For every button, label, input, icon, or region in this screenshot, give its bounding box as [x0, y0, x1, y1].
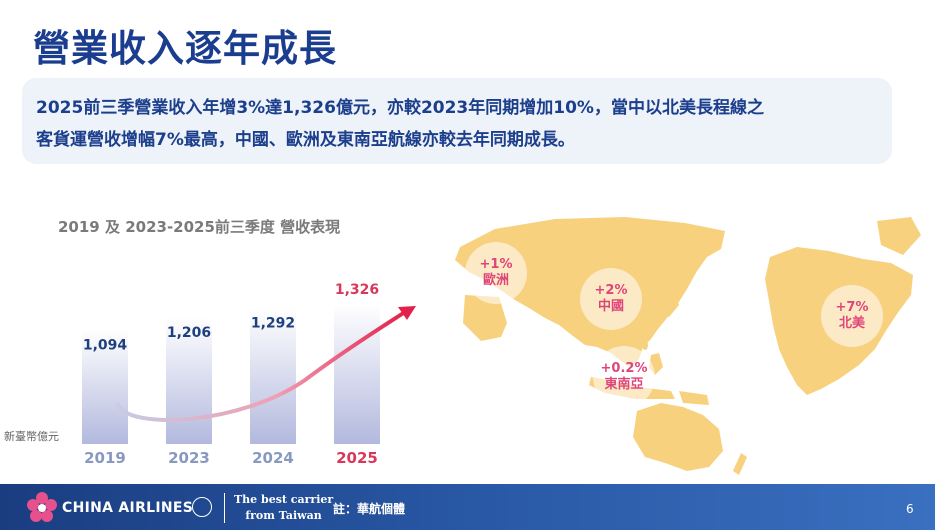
bar-2019 [82, 329, 128, 444]
region-na-name: 北美 [838, 316, 865, 331]
africa-landmass [463, 295, 507, 341]
region-sea-badge: +0.2% 東南亞 [593, 346, 655, 408]
region-europe-growth: +1% [479, 257, 513, 272]
summary-line-2: 客貨運營收增幅7%最高，中國、歐洲及東南亞航線亦較去年同期成長。 [36, 130, 575, 150]
region-china-name: 中國 [597, 299, 624, 314]
tagline-line-1: The best carrier [234, 493, 334, 506]
new-zealand-landmass [733, 453, 747, 475]
x-tick-label-2019: 2019 [84, 449, 126, 467]
x-tick-label-2025: 2025 [336, 449, 378, 467]
brand-name: CHINA AIRLINES [62, 500, 194, 516]
bar-value-label-2025: 1,326 [335, 282, 379, 298]
region-north-america-badge: +7% 北美 [821, 285, 883, 347]
region-sea-name: 東南亞 [604, 377, 644, 392]
greenland-landmass [877, 217, 921, 255]
bar-2025 [334, 304, 380, 444]
bar-value-label-2019: 1,094 [83, 338, 128, 354]
footer-divider [224, 493, 225, 523]
taiwan-landmass [642, 340, 648, 350]
growth-arrow-icon [116, 310, 407, 422]
new-guinea-landmass [679, 391, 709, 405]
region-china-growth: +2% [594, 283, 628, 298]
bar-2024 [250, 307, 296, 444]
bar-value-label-2023: 1,206 [167, 325, 211, 341]
summary-box: 2025前三季營業收入年增3%達1,326億元，亦較2023年同期增加10%，當… [22, 78, 892, 164]
japan-landmass [661, 293, 679, 317]
alliance-seal-icon [192, 497, 212, 517]
footer-bar: CHINA AIRLINES The best carrier from Tai… [0, 484, 935, 530]
x-tick-label-2023: 2023 [168, 449, 210, 467]
region-europe-badge: +1% 歐洲 [465, 242, 527, 304]
arrow-head-icon [398, 306, 416, 320]
plum-blossom-logo-icon [27, 492, 57, 522]
chart-title: 2019 及 2023-2025前三季度 營收表現 [58, 218, 341, 236]
bar-value-label-2024: 1,292 [251, 316, 295, 332]
summary-line-1: 2025前三季營業收入年增3%達1,326億元，亦較2023年同期增加10%，當… [36, 98, 764, 118]
region-sea-growth: +0.2% [600, 361, 648, 376]
revenue-bar-chart: 1,094 2019 1,206 2023 1,292 2024 1,326 2025 新臺幣… [4, 282, 416, 467]
page-title: 營業收入逐年成長 [33, 27, 337, 70]
region-europe-name: 歐洲 [482, 273, 509, 288]
bar-2023 [166, 317, 212, 444]
region-china-badge: +2% 中國 [580, 268, 642, 330]
footer-note: 註：華航個體 [333, 502, 406, 516]
y-axis-unit: 新臺幣億元 [4, 429, 59, 443]
region-na-growth: +7% [835, 300, 869, 315]
x-tick-label-2024: 2024 [252, 449, 294, 467]
australia-landmass [633, 403, 723, 471]
page-number: 6 [906, 502, 914, 516]
tagline-line-2: from Taiwan [245, 509, 322, 522]
footer-tagline: The best carrier from Taiwan [234, 492, 333, 524]
